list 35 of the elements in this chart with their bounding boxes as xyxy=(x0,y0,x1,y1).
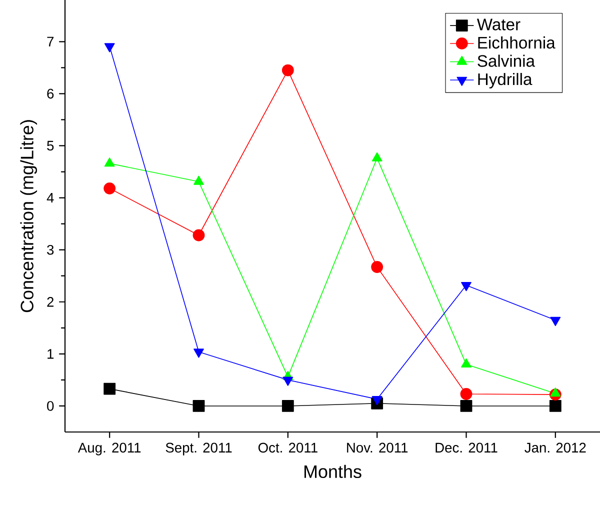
point xyxy=(192,229,205,242)
y-tick-label: 7 xyxy=(47,36,54,46)
point xyxy=(282,64,294,76)
x-tick-label: Sept. 2011 xyxy=(166,442,232,456)
legend-label: Salvinia xyxy=(478,54,536,67)
point xyxy=(194,176,204,185)
point xyxy=(192,400,205,412)
y-tick-label: 1 xyxy=(48,349,54,359)
y-axis-title: Concentration (mg/Litre) xyxy=(20,120,38,312)
y-tick-label: 0 xyxy=(47,401,54,411)
point xyxy=(371,261,384,273)
point xyxy=(104,382,116,395)
x-tick-label: Nov. 2011 xyxy=(347,442,408,453)
y-tick-label: 6 xyxy=(47,88,54,99)
y-tick-label: 5 xyxy=(47,140,54,151)
y-tick-label: 4 xyxy=(46,193,54,203)
y-tick-label: 3 xyxy=(47,244,54,255)
point xyxy=(549,400,562,412)
legend-label: Hydrilla xyxy=(478,72,532,88)
point xyxy=(550,388,561,397)
point xyxy=(104,157,115,167)
point xyxy=(460,400,472,412)
x-tick-label: Jan. 2012 xyxy=(524,442,586,453)
x-axis-title: Months xyxy=(304,464,362,478)
x-tick-label: Aug. 2011 xyxy=(78,442,141,456)
point xyxy=(461,358,472,368)
y-tick-label: 2 xyxy=(47,297,54,307)
point xyxy=(460,388,472,400)
x-tick-label: Oct. 2011 xyxy=(258,442,318,453)
point xyxy=(372,152,382,162)
legend-label: Water xyxy=(476,18,520,30)
point xyxy=(282,400,294,412)
point xyxy=(104,182,116,194)
x-tick-label: Dec. 2011 xyxy=(436,442,498,453)
legend-label: Eichhornia xyxy=(478,36,556,49)
